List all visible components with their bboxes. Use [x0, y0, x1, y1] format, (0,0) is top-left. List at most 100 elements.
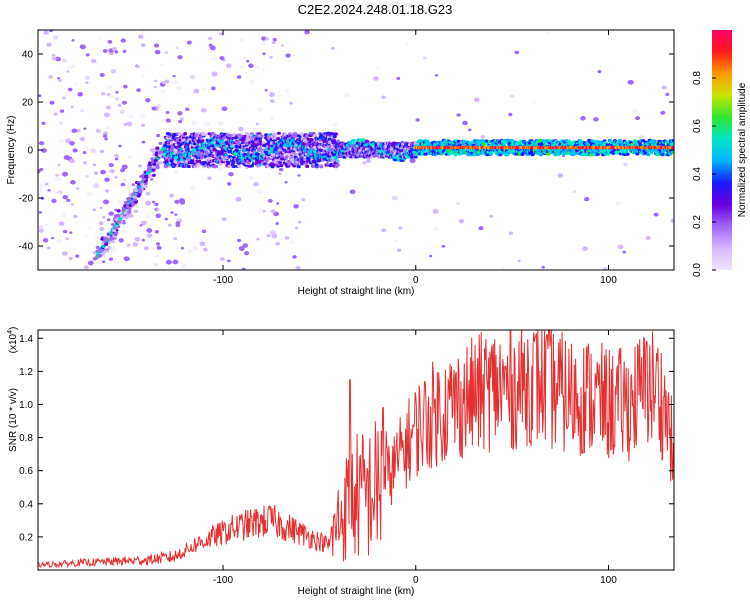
heatmap-cell: [617, 244, 624, 250]
heatmap-cell: [42, 238, 49, 243]
heatmap-cell: [163, 144, 168, 148]
heatmap-cell: [214, 165, 218, 169]
heatmap-cell: [189, 185, 196, 191]
heatmap-cell: [239, 65, 244, 69]
heatmap-cell: [546, 31, 551, 35]
heatmap-cell: [261, 41, 266, 46]
heatmap-cell: [163, 146, 168, 151]
heatmap-cell: [269, 99, 275, 103]
colorbar: 0.00.20.40.60.8 Normalized spectral ampl…: [692, 30, 748, 277]
heatmap-cell: [219, 32, 224, 36]
heatmap-cell: [255, 122, 259, 126]
heatmap-cell: [57, 190, 63, 195]
heatmap-cell: [231, 155, 236, 159]
heatmap-cell: [295, 265, 301, 270]
heatmap-cell: [246, 59, 250, 63]
heatmap-cell: [262, 209, 266, 213]
heatmap-cell: [127, 155, 133, 160]
heatmap-cell: [62, 229, 68, 234]
heatmap-cell: [153, 263, 158, 267]
heatmap-cell: [121, 100, 127, 105]
heatmap-cell: [156, 133, 161, 138]
heatmap-cell: [51, 56, 57, 61]
heatmap-cell: [132, 198, 137, 202]
heatmap-cell: [109, 169, 115, 174]
heatmap-cell: [83, 265, 89, 270]
heatmap-cell: [153, 159, 158, 163]
heatmap-cell: [238, 126, 244, 132]
heatmap-cell: [156, 208, 160, 211]
heatmap-cell: [49, 30, 54, 33]
heatmap-cell: [52, 35, 59, 40]
heatmap-cell: [285, 53, 291, 58]
heatmap-cell: [237, 164, 242, 168]
heatmap-cell: [396, 248, 402, 253]
heatmap-cell: [210, 86, 216, 91]
heatmap-cell: [79, 44, 86, 50]
heatmap-cell: [154, 153, 159, 157]
heatmap-cell: [296, 201, 300, 205]
heatmap-cell: [258, 208, 263, 213]
heatmap-cell: [284, 88, 290, 93]
y-tick-label: 0.2: [19, 532, 33, 543]
heatmap-cell: [292, 255, 297, 259]
heatmap-cell: [123, 211, 128, 215]
heatmap-cell: [108, 211, 114, 216]
heatmap-cell: [489, 214, 494, 218]
heatmap-cell: [132, 242, 139, 247]
heatmap-cell: [175, 46, 179, 50]
heatmap-cell: [107, 246, 112, 250]
heatmap-cell: [249, 164, 254, 168]
heatmap-cell: [276, 202, 280, 205]
heatmap-cell: [236, 238, 242, 243]
heatmap-cell: [143, 182, 148, 186]
heatmap-cell: [276, 137, 281, 141]
heatmap-cell: [670, 218, 674, 224]
heatmap-cell: [56, 239, 61, 243]
heatmap-cell: [134, 236, 141, 242]
heatmap-cell: [165, 118, 171, 123]
heatmap-cell: [107, 39, 113, 44]
heatmap-cell: [145, 214, 151, 219]
heatmap-cell: [314, 163, 319, 167]
heatmap-cell: [615, 201, 621, 206]
heatmap-cell: [156, 245, 162, 250]
heatmap-cell: [336, 159, 340, 164]
heatmap-cell: [101, 260, 106, 264]
heatmap-cell: [74, 221, 79, 224]
heatmap-cell: [242, 56, 248, 61]
heatmap-cell: [85, 81, 89, 84]
heatmap-cell: [76, 187, 80, 190]
heatmap-cell: [108, 240, 112, 244]
colorbar-tick-label: 0.2: [692, 215, 703, 229]
heatmap-cell: [85, 53, 90, 57]
heatmap-cell: [120, 168, 126, 173]
colorbar-tick-label: 0.8: [692, 71, 703, 85]
heatmap-cell: [69, 141, 75, 146]
heatmap-cell: [116, 209, 121, 213]
heatmap-cell: [76, 128, 81, 133]
heatmap-cell: [67, 92, 72, 96]
heatmap-cell: [409, 158, 416, 164]
heatmap-cell: [114, 157, 119, 161]
heatmap-cell: [154, 202, 159, 207]
heatmap-cell: [293, 135, 297, 139]
heatmap-cell: [136, 88, 141, 92]
heatmap-cell: [145, 191, 151, 196]
heatmap-cell: [68, 256, 73, 261]
heatmap-cell: [62, 96, 66, 100]
heatmap-cell: [55, 176, 62, 182]
heatmap-cell: [66, 70, 70, 73]
heatmap-cell: [59, 109, 65, 113]
heatmap-cell: [40, 35, 45, 38]
heatmap-cell: [51, 53, 56, 57]
heatmap-cell: [102, 215, 106, 219]
heatmap-cell: [185, 107, 190, 111]
heatmap-cell: [172, 259, 179, 265]
heatmap-cell: [269, 116, 274, 121]
heatmap-cell: [333, 123, 339, 128]
heatmap-cell: [55, 56, 61, 62]
heatmap-cell: [114, 230, 119, 235]
heatmap-cell: [112, 259, 118, 264]
snr-x-axis-label: Height of straight line (km): [298, 586, 415, 597]
